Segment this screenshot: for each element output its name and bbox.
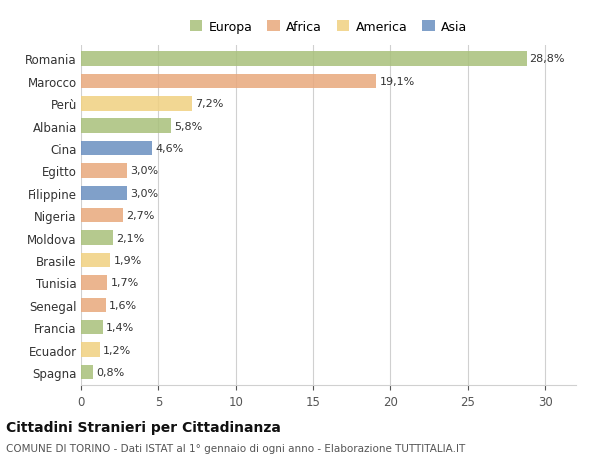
Bar	[81, 164, 127, 178]
Bar	[81, 320, 103, 335]
Text: 1,4%: 1,4%	[106, 323, 134, 332]
Bar	[81, 275, 107, 290]
Text: 1,6%: 1,6%	[109, 300, 137, 310]
Text: COMUNE DI TORINO - Dati ISTAT al 1° gennaio di ogni anno - Elaborazione TUTTITAL: COMUNE DI TORINO - Dati ISTAT al 1° genn…	[6, 443, 465, 453]
Text: 19,1%: 19,1%	[380, 77, 415, 87]
Bar	[81, 74, 376, 89]
Text: 2,7%: 2,7%	[126, 211, 154, 221]
Text: 1,9%: 1,9%	[113, 255, 142, 265]
Text: 5,8%: 5,8%	[174, 121, 202, 131]
Text: 1,7%: 1,7%	[110, 278, 139, 288]
Bar	[81, 208, 123, 223]
Bar	[81, 298, 106, 313]
Text: 3,0%: 3,0%	[131, 188, 158, 198]
Bar	[81, 365, 94, 380]
Bar	[81, 97, 193, 111]
Bar	[81, 141, 152, 156]
Bar	[81, 231, 113, 246]
Bar	[81, 52, 527, 67]
Bar	[81, 186, 127, 201]
Text: 4,6%: 4,6%	[155, 144, 184, 154]
Text: 3,0%: 3,0%	[131, 166, 158, 176]
Text: Cittadini Stranieri per Cittadinanza: Cittadini Stranieri per Cittadinanza	[6, 420, 281, 434]
Text: 28,8%: 28,8%	[530, 54, 565, 64]
Text: 1,2%: 1,2%	[103, 345, 131, 355]
Text: 7,2%: 7,2%	[196, 99, 224, 109]
Text: 0,8%: 0,8%	[97, 367, 125, 377]
Bar	[81, 342, 100, 357]
Bar	[81, 119, 171, 134]
Bar	[81, 253, 110, 268]
Legend: Europa, Africa, America, Asia: Europa, Africa, America, Asia	[187, 18, 470, 36]
Text: 2,1%: 2,1%	[116, 233, 145, 243]
